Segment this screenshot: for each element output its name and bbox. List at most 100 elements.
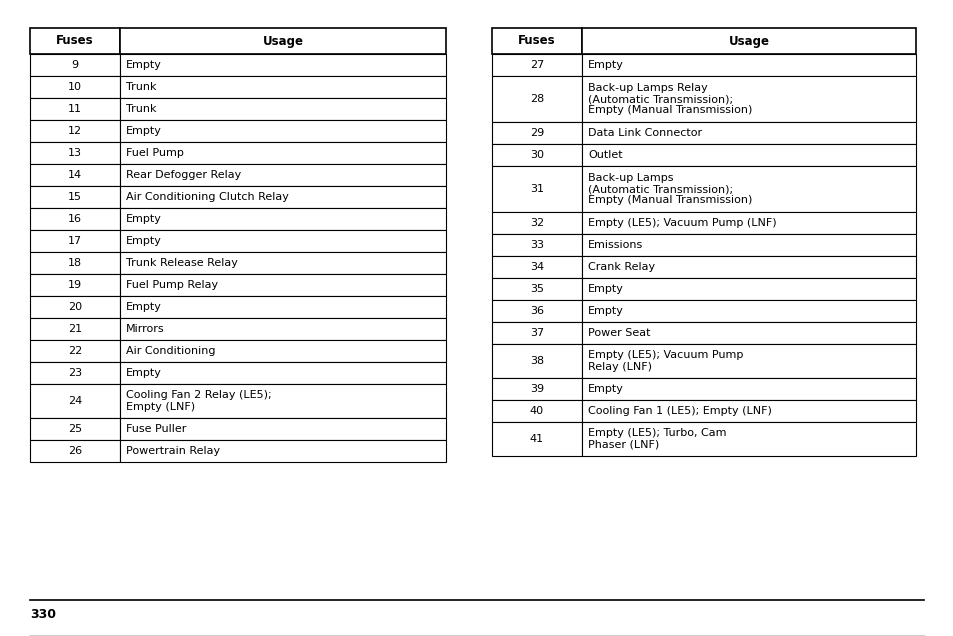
Bar	[30, 76, 120, 98]
Text: Cooling Fan 1 (LE5); Empty (LNF): Cooling Fan 1 (LE5); Empty (LNF)	[587, 406, 771, 416]
Bar	[120, 28, 446, 54]
Text: Crank Relay: Crank Relay	[587, 262, 655, 272]
Bar	[120, 274, 446, 296]
Text: 11: 11	[68, 104, 82, 114]
Bar	[581, 122, 915, 144]
Text: 25: 25	[68, 424, 82, 434]
Text: Usage: Usage	[262, 34, 303, 48]
Bar	[120, 230, 446, 252]
Text: Emissions: Emissions	[587, 240, 642, 250]
Bar	[581, 322, 915, 344]
Text: Empty: Empty	[587, 60, 623, 70]
Text: Empty: Empty	[126, 214, 162, 224]
Bar	[492, 234, 581, 256]
Text: Mirrors: Mirrors	[126, 324, 165, 334]
Text: 32: 32	[529, 218, 543, 228]
Bar	[581, 234, 915, 256]
Text: 21: 21	[68, 324, 82, 334]
Text: 12: 12	[68, 126, 82, 136]
Bar	[492, 76, 581, 122]
Bar	[30, 440, 120, 462]
Bar	[30, 318, 120, 340]
Bar	[120, 252, 446, 274]
Text: Fuel Pump Relay: Fuel Pump Relay	[126, 280, 218, 290]
Bar	[492, 256, 581, 278]
Text: 17: 17	[68, 236, 82, 246]
Bar	[30, 120, 120, 142]
Bar	[581, 166, 915, 212]
Bar	[30, 296, 120, 318]
Bar	[492, 422, 581, 456]
Text: Air Conditioning Clutch Relay: Air Conditioning Clutch Relay	[126, 192, 289, 202]
Text: Data Link Connector: Data Link Connector	[587, 128, 701, 138]
Bar	[30, 208, 120, 230]
Bar	[120, 296, 446, 318]
Bar	[30, 54, 120, 76]
Text: 41: 41	[529, 434, 543, 444]
Text: 23: 23	[68, 368, 82, 378]
Bar	[581, 76, 915, 122]
Text: Empty (Manual Transmission): Empty (Manual Transmission)	[587, 195, 752, 205]
Text: Usage: Usage	[728, 34, 769, 48]
Text: 28: 28	[529, 94, 543, 104]
Bar	[492, 400, 581, 422]
Text: 38: 38	[529, 356, 543, 366]
Text: 39: 39	[529, 384, 543, 394]
Bar	[492, 212, 581, 234]
Bar	[581, 54, 915, 76]
Text: 27: 27	[529, 60, 543, 70]
Text: Empty: Empty	[126, 126, 162, 136]
Bar	[30, 384, 120, 418]
Bar	[581, 378, 915, 400]
Text: Trunk: Trunk	[126, 104, 156, 114]
Text: 330: 330	[30, 607, 56, 621]
Text: Empty: Empty	[587, 306, 623, 316]
Bar	[581, 144, 915, 166]
Bar	[30, 418, 120, 440]
Bar	[492, 278, 581, 300]
Bar	[30, 164, 120, 186]
Bar	[120, 318, 446, 340]
Text: 14: 14	[68, 170, 82, 180]
Text: Back-up Lamps Relay: Back-up Lamps Relay	[587, 83, 707, 93]
Bar	[492, 344, 581, 378]
Bar	[581, 422, 915, 456]
Bar	[492, 122, 581, 144]
Text: (Automatic Transmission);: (Automatic Transmission);	[587, 94, 732, 104]
Bar	[581, 28, 915, 54]
Text: 36: 36	[530, 306, 543, 316]
Text: Air Conditioning: Air Conditioning	[126, 346, 215, 356]
Bar	[581, 300, 915, 322]
Text: Empty: Empty	[126, 60, 162, 70]
Bar	[30, 340, 120, 362]
Text: Trunk: Trunk	[126, 82, 156, 92]
Bar	[30, 274, 120, 296]
Text: Fuse Puller: Fuse Puller	[126, 424, 186, 434]
Bar	[120, 384, 446, 418]
Bar	[492, 28, 581, 54]
Text: 40: 40	[529, 406, 543, 416]
Text: 22: 22	[68, 346, 82, 356]
Text: Powertrain Relay: Powertrain Relay	[126, 446, 220, 456]
Text: 24: 24	[68, 396, 82, 406]
Text: 10: 10	[68, 82, 82, 92]
Text: 26: 26	[68, 446, 82, 456]
Bar	[581, 256, 915, 278]
Text: 37: 37	[529, 328, 543, 338]
Text: Fuses: Fuses	[56, 34, 93, 48]
Text: Cooling Fan 2 Relay (LE5);: Cooling Fan 2 Relay (LE5);	[126, 391, 272, 401]
Text: 29: 29	[529, 128, 543, 138]
Bar	[30, 362, 120, 384]
Bar	[581, 400, 915, 422]
Text: 35: 35	[530, 284, 543, 294]
Bar	[120, 208, 446, 230]
Bar	[30, 186, 120, 208]
Text: Empty (LE5); Vacuum Pump (LNF): Empty (LE5); Vacuum Pump (LNF)	[587, 218, 776, 228]
Text: Fuses: Fuses	[517, 34, 556, 48]
Text: Empty (LNF): Empty (LNF)	[126, 401, 195, 411]
Bar	[120, 186, 446, 208]
Text: Rear Defogger Relay: Rear Defogger Relay	[126, 170, 241, 180]
Text: Outlet: Outlet	[587, 150, 622, 160]
Bar	[120, 98, 446, 120]
Text: Empty (LE5); Vacuum Pump: Empty (LE5); Vacuum Pump	[587, 350, 742, 361]
